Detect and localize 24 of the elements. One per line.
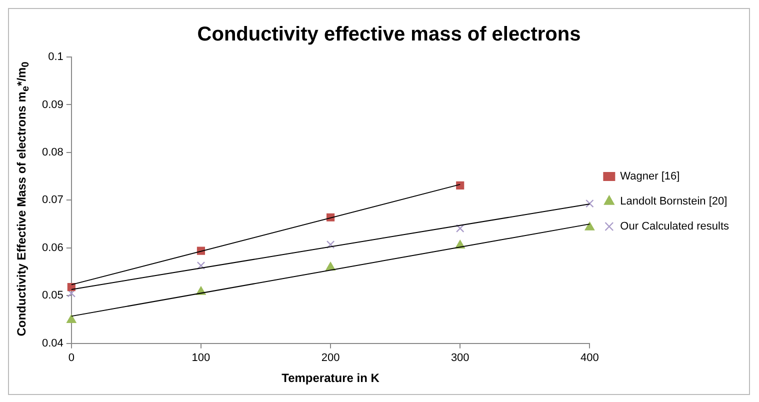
x-tick-label: 0 — [68, 352, 74, 364]
x-tick-label: 100 — [192, 352, 210, 364]
x-tick-label: 200 — [321, 352, 340, 364]
x-tick-label: 400 — [580, 352, 599, 364]
point — [66, 314, 76, 324]
legend-label: Landolt Bornstein [20] — [620, 196, 728, 208]
y-tick-label: 0.04 — [42, 337, 64, 350]
legend-label: Wagner [16] — [620, 170, 680, 183]
chart-title: Conductivity effective mass of electrons — [197, 24, 581, 46]
x-axis-title: Temperature in K — [282, 371, 380, 386]
point — [584, 222, 595, 230]
point — [196, 261, 206, 270]
y-tick-label: 0.1 — [48, 51, 64, 64]
y-tick-label: 0.06 — [42, 242, 64, 254]
y-tick-label: 0.08 — [42, 146, 64, 158]
y-tick-label: 0.07 — [42, 194, 64, 206]
x-tick-label: 300 — [450, 352, 470, 364]
point — [586, 199, 594, 208]
point — [456, 224, 464, 232]
point — [456, 181, 464, 190]
point — [326, 240, 335, 249]
y-tick-label: 0.05 — [42, 290, 64, 302]
y-tick-label: 0.09 — [42, 98, 64, 111]
legend-label: Our Calculated results — [620, 220, 730, 233]
